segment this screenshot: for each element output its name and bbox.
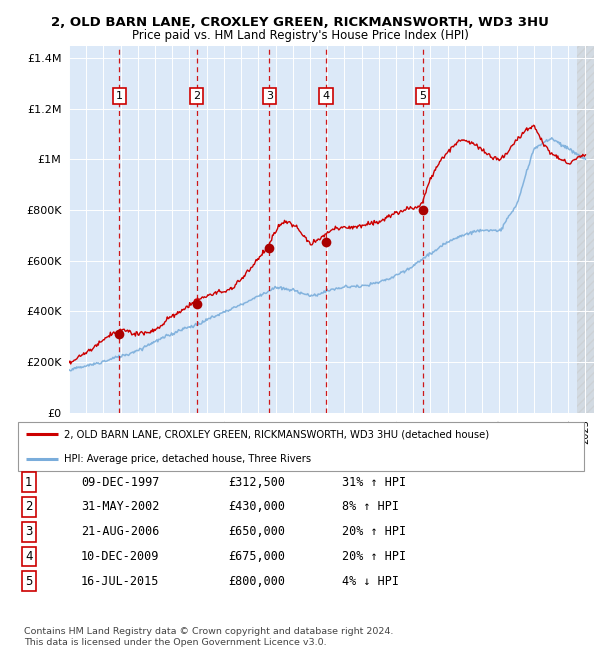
Text: £800,000: £800,000	[228, 575, 285, 588]
Text: 21-AUG-2006: 21-AUG-2006	[81, 525, 160, 538]
Text: £650,000: £650,000	[228, 525, 285, 538]
Text: 1: 1	[25, 476, 32, 489]
Text: £675,000: £675,000	[228, 550, 285, 563]
Text: 4: 4	[25, 550, 32, 563]
Text: 4: 4	[323, 91, 330, 101]
Text: £430,000: £430,000	[228, 500, 285, 514]
Text: 5: 5	[419, 91, 426, 101]
Text: 1: 1	[116, 91, 123, 101]
Text: 2, OLD BARN LANE, CROXLEY GREEN, RICKMANSWORTH, WD3 3HU (detached house): 2, OLD BARN LANE, CROXLEY GREEN, RICKMAN…	[64, 429, 489, 439]
Text: HPI: Average price, detached house, Three Rivers: HPI: Average price, detached house, Thre…	[64, 454, 311, 464]
Text: Contains HM Land Registry data © Crown copyright and database right 2024.
This d: Contains HM Land Registry data © Crown c…	[24, 627, 394, 647]
Text: 16-JUL-2015: 16-JUL-2015	[81, 575, 160, 588]
Text: 31% ↑ HPI: 31% ↑ HPI	[342, 476, 406, 489]
Text: 10-DEC-2009: 10-DEC-2009	[81, 550, 160, 563]
Text: £312,500: £312,500	[228, 476, 285, 489]
Text: 3: 3	[266, 91, 273, 101]
Text: Price paid vs. HM Land Registry's House Price Index (HPI): Price paid vs. HM Land Registry's House …	[131, 29, 469, 42]
Text: 2: 2	[193, 91, 200, 101]
Text: 20% ↑ HPI: 20% ↑ HPI	[342, 550, 406, 563]
Text: 20% ↑ HPI: 20% ↑ HPI	[342, 525, 406, 538]
Text: 8% ↑ HPI: 8% ↑ HPI	[342, 500, 399, 514]
Text: 31-MAY-2002: 31-MAY-2002	[81, 500, 160, 514]
Bar	[577, 46, 594, 413]
Text: 2, OLD BARN LANE, CROXLEY GREEN, RICKMANSWORTH, WD3 3HU: 2, OLD BARN LANE, CROXLEY GREEN, RICKMAN…	[51, 16, 549, 29]
Text: 4% ↓ HPI: 4% ↓ HPI	[342, 575, 399, 588]
Text: 5: 5	[25, 575, 32, 588]
Text: 09-DEC-1997: 09-DEC-1997	[81, 476, 160, 489]
FancyBboxPatch shape	[18, 422, 584, 471]
Text: 3: 3	[25, 525, 32, 538]
Text: 2: 2	[25, 500, 32, 514]
